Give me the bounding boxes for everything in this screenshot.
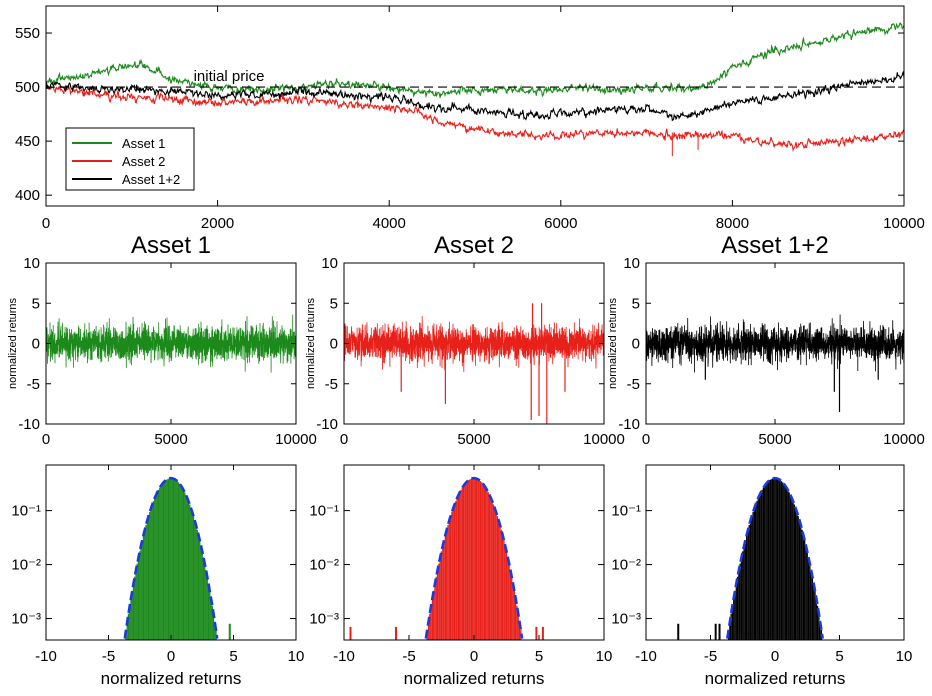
x-tick-label: 10000 — [883, 215, 925, 232]
y-axis-label: normalized returns — [305, 297, 317, 389]
asset12-histogram-panel: -10 -5 0 5 10 10⁻³ 10⁻² 10⁻¹ normalized returns — [611, 464, 913, 688]
y-tick-label: -5 — [627, 376, 640, 393]
initial-price-label: initial price — [194, 68, 265, 85]
y-tick-label: 10⁻³ — [309, 611, 339, 628]
x-tick-label: 0 — [771, 648, 779, 665]
legend-label-2: Asset 2 — [122, 154, 165, 169]
x-tick-label: 0 — [42, 431, 50, 448]
x-tick-label: 0 — [642, 431, 650, 448]
x-tick-label: 10000 — [583, 431, 625, 448]
panel-title: Asset 2 — [434, 232, 514, 259]
x-tick-label: 2000 — [201, 215, 234, 232]
x-tick-label: -5 — [704, 648, 717, 665]
y-axis-label: normalized returns — [607, 297, 619, 389]
x-tick-label: 0 — [470, 648, 478, 665]
asset2-histogram-panel: -10 -5 0 5 10 10⁻³ 10⁻² 10⁻¹ normalized returns — [309, 464, 613, 688]
x-tick-label: 10000 — [275, 431, 317, 448]
gaussian-fit-curve — [123, 476, 219, 639]
x-tick-label: 5000 — [758, 431, 791, 448]
y-tick-label: 5 — [330, 295, 338, 312]
x-tick-label: 8000 — [716, 215, 749, 232]
y-tick-label: 10⁻³ — [611, 611, 641, 628]
asset12-returns-panel: 0 5000 10000 -10 -5 0 5 10 Asset 1+2 normalized r… — [607, 232, 925, 448]
returns-series-line — [45, 314, 297, 373]
y-tick-label: 10⁻³ — [11, 611, 41, 628]
series-line-1 — [45, 22, 905, 99]
y-tick-label: -10 — [18, 416, 40, 433]
x-axis-label: normalized returns — [705, 669, 846, 688]
y-tick-label: 550 — [15, 25, 40, 42]
y-tick-label: 400 — [15, 187, 40, 204]
plot-frame — [45, 5, 905, 207]
y-tick-label: 10⁻² — [309, 557, 339, 574]
x-tick-label: -10 — [333, 648, 355, 665]
x-tick-label: 0 — [42, 215, 50, 232]
x-tick-label: 0 — [167, 648, 175, 665]
asset1-returns-panel: 0 5000 10000 -10 -5 0 5 10 Asset 1 normalized ret… — [7, 232, 317, 448]
asset2-returns-panel: 0 5000 10000 -10 -5 0 5 10 Asset 2 normalized ret… — [305, 232, 625, 448]
y-tick-label: 10 — [321, 255, 338, 272]
y-tick-label: 0 — [32, 336, 40, 353]
y-tick-label: 10⁻¹ — [611, 503, 641, 520]
y-tick-label: 5 — [632, 295, 640, 312]
x-tick-label: 6000 — [544, 215, 577, 232]
y-tick-label: -10 — [316, 416, 338, 433]
x-tick-label: 10 — [896, 648, 913, 665]
panel-title: Asset 1+2 — [721, 232, 828, 259]
series-line-2 — [46, 84, 905, 153]
y-tick-label: 450 — [15, 133, 40, 150]
y-tick-label: 500 — [15, 79, 40, 96]
y-tick-label: -5 — [27, 376, 40, 393]
x-tick-label: -5 — [102, 648, 115, 665]
y-tick-label: 0 — [330, 336, 338, 353]
y-tick-label: 10⁻¹ — [11, 503, 41, 520]
x-tick-label: 4000 — [373, 215, 406, 232]
asset1-histogram-panel: -10 -5 0 5 10 10⁻³ 10⁻² 10⁻¹ normalized returns — [11, 464, 305, 688]
x-axis-label: normalized returns — [404, 669, 545, 688]
legend-label-3: Asset 1+2 — [122, 172, 180, 187]
y-tick-label: -10 — [618, 416, 640, 433]
x-tick-label: -10 — [635, 648, 657, 665]
y-tick-label: 5 — [32, 295, 40, 312]
price-chart-panel: initial price 0 2000 4000 6000 8000 10000 400 45… — [15, 5, 925, 232]
gaussian-fit-curve — [726, 476, 824, 639]
legend: Asset 1 Asset 2 Asset 1+2 — [65, 127, 195, 191]
x-tick-label: 5000 — [457, 431, 490, 448]
x-tick-label: 10 — [596, 648, 613, 665]
y-tick-label: 10⁻² — [11, 557, 41, 574]
x-tick-label: 5 — [229, 648, 237, 665]
y-tick-label: 0 — [632, 336, 640, 353]
y-tick-label: 10⁻¹ — [309, 503, 339, 520]
x-tick-label: 5000 — [154, 431, 187, 448]
gaussian-fit-curve — [424, 476, 524, 639]
y-axis-label: normalized returns — [7, 297, 19, 389]
x-tick-label: 5 — [535, 648, 543, 665]
legend-label-1: Asset 1 — [122, 136, 165, 151]
x-tick-label: -10 — [35, 648, 57, 665]
series-line-3 — [45, 70, 905, 122]
y-tick-label: 10 — [23, 255, 40, 272]
y-tick-label: 10 — [623, 255, 640, 272]
y-tick-label: -5 — [325, 376, 338, 393]
x-tick-label: 5 — [835, 648, 843, 665]
x-tick-label: 10 — [288, 648, 305, 665]
x-tick-label: 0 — [340, 431, 348, 448]
panel-title: Asset 1 — [131, 232, 211, 259]
x-axis-label: normalized returns — [101, 669, 242, 688]
returns-series-line — [343, 316, 605, 372]
y-tick-label: 10⁻² — [611, 557, 641, 574]
returns-series-line — [645, 314, 905, 373]
x-tick-label: 10000 — [883, 431, 925, 448]
x-tick-label: -5 — [402, 648, 415, 665]
